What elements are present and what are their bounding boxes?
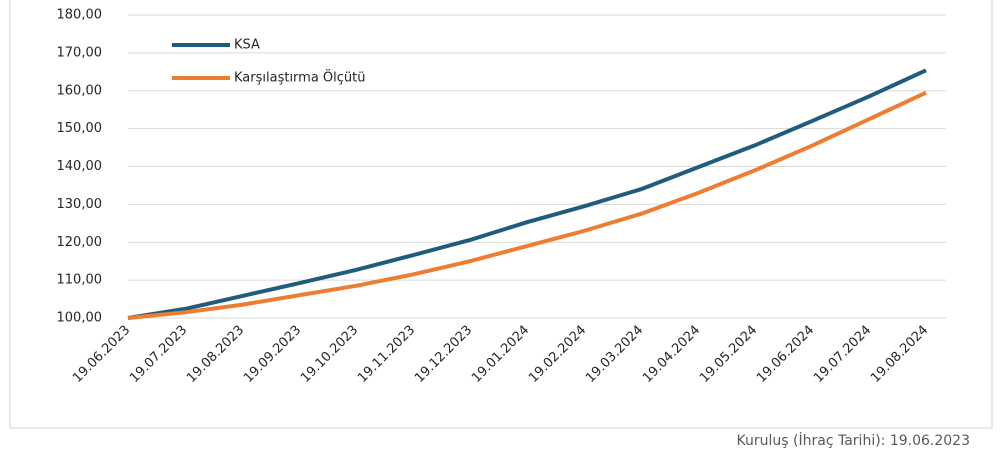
x-tick-label: 19.09.2023 xyxy=(241,323,304,386)
x-tick-label: 19.05.2024 xyxy=(697,323,760,386)
x-tick-label: 19.04.2024 xyxy=(640,323,703,386)
y-tick-label: 180,00 xyxy=(57,8,103,23)
footnote: Kuruluş (İhraç Tarihi): 19.06.2023 xyxy=(737,431,970,449)
y-tick-label: 130,00 xyxy=(57,197,103,212)
line xyxy=(127,68,927,320)
y-tick-label: 170,00 xyxy=(57,45,103,60)
chart-frame xyxy=(9,0,993,429)
y-tick-label: 140,00 xyxy=(57,159,103,174)
y-tick-label: 100,00 xyxy=(57,311,103,326)
x-tick-label: 19.08.2023 xyxy=(184,323,247,386)
x-tick-label: 19.02.2024 xyxy=(526,323,589,386)
x-tick-label: 19.11.2023 xyxy=(355,323,418,386)
y-tick-label: 120,00 xyxy=(57,235,103,250)
x-tick-label: 19.08.2024 xyxy=(868,323,931,386)
x-tick-label: 19.07.2023 xyxy=(127,323,190,386)
x-tick-label: 19.07.2024 xyxy=(811,323,874,386)
x-tick-label: 19.01.2024 xyxy=(469,323,532,386)
x-tick-label: 19.10.2023 xyxy=(298,323,361,386)
x-tick-label: 19.03.2024 xyxy=(583,323,646,386)
x-tick-label: 19.12.2023 xyxy=(412,323,475,386)
x-tick-label: 19.06.2023 xyxy=(70,323,133,386)
legend-label: KSA xyxy=(234,38,260,53)
x-tick-label: 19.06.2024 xyxy=(754,323,817,386)
y-tick-label: 110,00 xyxy=(57,273,103,288)
y-tick-label: 150,00 xyxy=(57,121,103,136)
legend-label: Karşılaştırma Ölçütü xyxy=(234,69,366,86)
line xyxy=(127,90,927,320)
y-tick-label: 160,00 xyxy=(57,83,103,98)
